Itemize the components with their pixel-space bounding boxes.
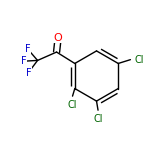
Text: F: F (21, 56, 27, 66)
Text: O: O (54, 33, 62, 43)
Text: Cl: Cl (93, 114, 103, 124)
Text: Cl: Cl (135, 55, 144, 65)
Text: Cl: Cl (67, 100, 76, 110)
Text: F: F (26, 68, 31, 78)
Text: F: F (25, 44, 31, 54)
